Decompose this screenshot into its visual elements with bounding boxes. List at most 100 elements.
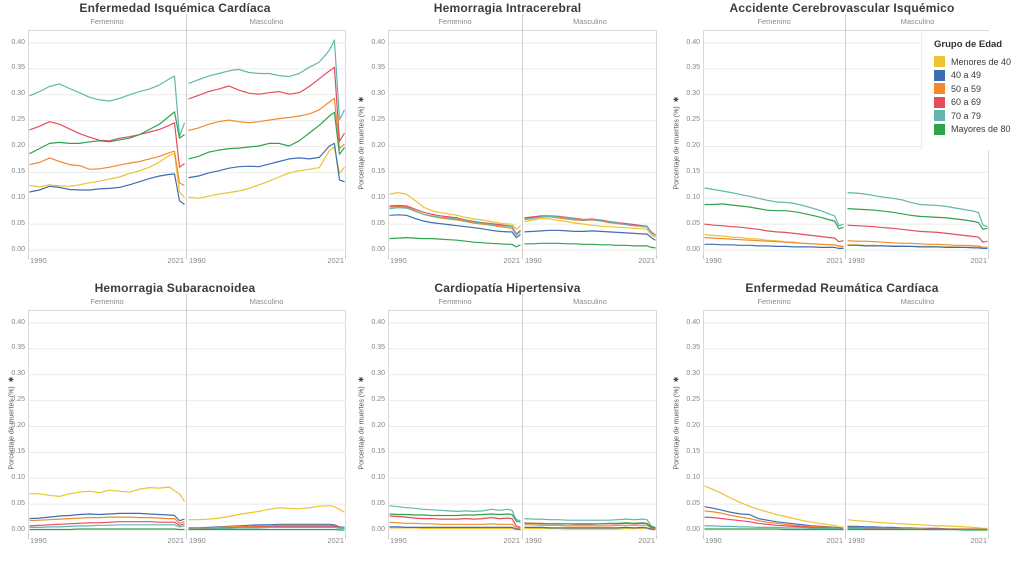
legend-item[interactable]: Mayores de 80 [934, 123, 1019, 137]
series-line[interactable] [524, 524, 656, 530]
series-line[interactable] [524, 215, 656, 236]
y-tick-label: 0.35 [11, 344, 25, 352]
series-line[interactable] [847, 244, 988, 249]
series-line[interactable] [704, 485, 844, 528]
x-tick-label: 1990 [525, 256, 542, 265]
facet-divider [522, 14, 523, 255]
series-line[interactable] [29, 153, 185, 199]
y-tick-label: 0.30 [11, 90, 25, 98]
series-line[interactable] [389, 205, 521, 236]
series-line[interactable] [389, 515, 521, 528]
series-line[interactable] [704, 243, 844, 249]
x-tick-label: 2021 [167, 256, 184, 265]
x-axis-tickmark [388, 535, 389, 539]
series-line[interactable] [389, 192, 521, 230]
series-line[interactable] [389, 527, 521, 531]
series-line[interactable] [524, 229, 656, 241]
x-tick-label: 1990 [390, 536, 407, 545]
series-line[interactable] [704, 187, 844, 227]
legend-item-label: Mayores de 80 [951, 124, 1011, 135]
series-line[interactable] [704, 525, 844, 530]
legend-item[interactable]: 60 a 69 [934, 96, 1019, 110]
series-line[interactable] [29, 521, 185, 527]
series-line[interactable] [29, 528, 185, 531]
series-line[interactable] [704, 203, 844, 230]
y-tick-label: 0.15 [11, 447, 25, 455]
legend-item[interactable]: 50 a 59 [934, 82, 1019, 96]
series-line[interactable] [188, 66, 346, 142]
y-tick-label: 0.25 [11, 396, 25, 404]
legend-item[interactable]: 40 a 49 [934, 69, 1019, 83]
series-line[interactable] [29, 512, 185, 522]
facet-header-label: Femenino [757, 297, 791, 306]
series-line[interactable] [29, 524, 185, 528]
series-line[interactable] [847, 208, 988, 230]
legend-item[interactable]: 70 a 79 [934, 109, 1019, 123]
series-line[interactable] [29, 150, 185, 187]
facet-header-label: Masculino [573, 17, 607, 26]
plot-area [187, 30, 346, 255]
series-line[interactable] [188, 111, 345, 160]
series-line[interactable] [29, 111, 185, 155]
panel-1: Enfermedad Isquémica Cardíaca 0.00 0.05 0.1… [0, 0, 350, 280]
series-line[interactable] [389, 521, 521, 529]
series-line[interactable] [29, 75, 186, 138]
series-line[interactable] [389, 513, 521, 523]
series-line[interactable] [704, 223, 844, 243]
x-tick-label: 1990 [30, 256, 47, 265]
series-line[interactable] [524, 242, 656, 249]
series-line[interactable] [188, 526, 345, 530]
series-line[interactable] [704, 528, 844, 531]
series-line[interactable] [29, 173, 185, 205]
series-line[interactable] [524, 526, 656, 531]
series-line[interactable] [524, 518, 656, 528]
y-tick-label: 0.25 [11, 116, 25, 124]
x-axis-tickmark [388, 255, 389, 259]
series-line[interactable] [29, 486, 186, 502]
x-axis-tickmark [845, 255, 846, 259]
series-line[interactable] [524, 527, 656, 531]
facet-header-label: Masculino [249, 17, 284, 26]
series-line[interactable] [188, 39, 346, 121]
panel-title: Hemorragia Subaracnoidea [94, 281, 256, 295]
series-line[interactable] [524, 522, 656, 529]
series-line[interactable] [188, 142, 345, 183]
series-line[interactable] [847, 528, 988, 531]
series-line[interactable] [847, 519, 988, 529]
facets: Femenino Masculino [388, 14, 657, 255]
series-line[interactable] [188, 528, 345, 531]
series-line[interactable] [389, 526, 521, 531]
series-line[interactable] [847, 240, 988, 248]
plot-area [28, 310, 186, 535]
series-line[interactable] [29, 121, 185, 168]
y-tick-label: 0.35 [686, 344, 700, 352]
plot-area [187, 310, 346, 535]
x-tick-label: 1990 [189, 536, 206, 545]
x-axis-tickmark [988, 535, 989, 539]
series-line[interactable] [188, 146, 345, 199]
y-tick-label: 0.10 [11, 193, 25, 201]
series-line[interactable] [389, 207, 521, 236]
series-line[interactable] [704, 237, 844, 247]
x-tick-label: 2021 [970, 256, 987, 265]
series-line[interactable] [524, 217, 656, 239]
panel-2: Hemorragia Intracerebral Porcentaje de mu… [350, 0, 665, 280]
facets: Femenino Masculino [388, 294, 657, 535]
x-tick-label: 2021 [638, 256, 655, 265]
facet-divider [186, 294, 187, 535]
legend-item[interactable]: Menores de 40 [934, 55, 1019, 69]
legend-swatch-icon [934, 69, 945, 81]
series-line[interactable] [389, 214, 521, 239]
series-line[interactable] [188, 97, 345, 150]
series-line[interactable] [389, 237, 521, 248]
x-tick-label: 2021 [503, 536, 520, 545]
series-line[interactable] [847, 224, 988, 243]
series-line[interactable] [29, 516, 185, 524]
y-tick-label: 0.10 [371, 473, 385, 481]
y-tick-label: 0.05 [371, 499, 385, 507]
series-line[interactable] [389, 505, 521, 522]
y-tick-label: 0.30 [11, 370, 25, 378]
series-line[interactable] [847, 192, 988, 228]
series-line[interactable] [188, 505, 345, 521]
series-line[interactable] [188, 524, 345, 529]
